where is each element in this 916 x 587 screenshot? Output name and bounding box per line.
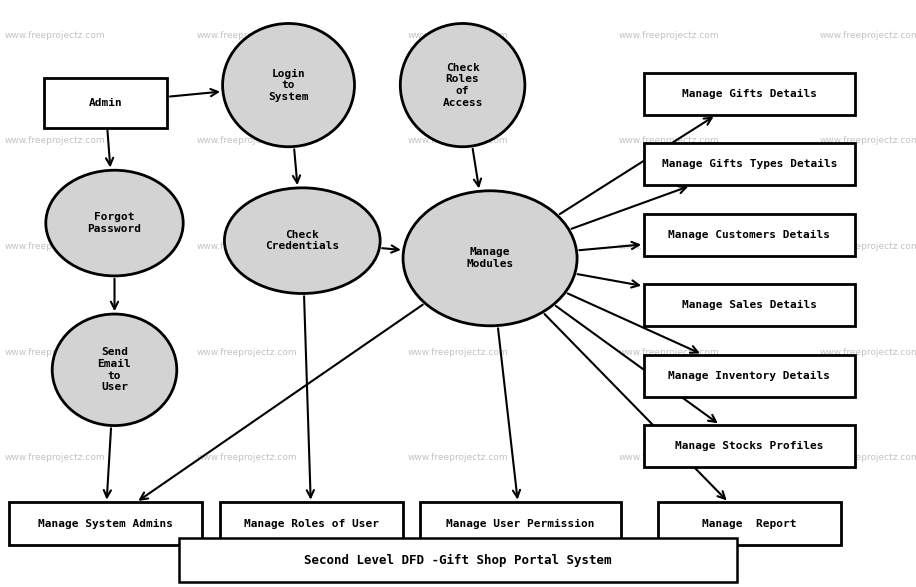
Ellipse shape xyxy=(400,23,525,147)
Text: Second Level DFD -Gift Shop Portal System: Second Level DFD -Gift Shop Portal Syste… xyxy=(304,554,612,566)
FancyBboxPatch shape xyxy=(179,538,737,582)
Text: Login
to
System: Login to System xyxy=(268,69,309,102)
FancyBboxPatch shape xyxy=(220,502,403,545)
FancyBboxPatch shape xyxy=(644,355,855,397)
FancyBboxPatch shape xyxy=(644,143,855,185)
FancyBboxPatch shape xyxy=(9,502,202,545)
Text: www.freeprojectz.com: www.freeprojectz.com xyxy=(618,242,719,251)
Text: Manage
Modules: Manage Modules xyxy=(466,248,514,269)
Text: www.freeprojectz.com: www.freeprojectz.com xyxy=(618,348,719,357)
Ellipse shape xyxy=(46,170,183,276)
Text: www.freeprojectz.com: www.freeprojectz.com xyxy=(197,348,298,357)
Text: www.freeprojectz.com: www.freeprojectz.com xyxy=(5,453,105,463)
Text: www.freeprojectz.com: www.freeprojectz.com xyxy=(197,31,298,40)
Text: www.freeprojectz.com: www.freeprojectz.com xyxy=(820,31,916,40)
Text: Manage System Admins: Manage System Admins xyxy=(38,518,173,529)
Ellipse shape xyxy=(52,314,177,426)
Text: www.freeprojectz.com: www.freeprojectz.com xyxy=(197,136,298,146)
Ellipse shape xyxy=(224,188,380,294)
Text: www.freeprojectz.com: www.freeprojectz.com xyxy=(5,348,105,357)
Text: www.freeprojectz.com: www.freeprojectz.com xyxy=(820,242,916,251)
Text: www.freeprojectz.com: www.freeprojectz.com xyxy=(820,136,916,146)
Text: www.freeprojectz.com: www.freeprojectz.com xyxy=(5,136,105,146)
Text: www.freeprojectz.com: www.freeprojectz.com xyxy=(5,31,105,40)
Text: www.freeprojectz.com: www.freeprojectz.com xyxy=(197,453,298,463)
FancyBboxPatch shape xyxy=(644,73,855,115)
Text: www.freeprojectz.com: www.freeprojectz.com xyxy=(408,348,508,357)
Text: Manage Customers Details: Manage Customers Details xyxy=(669,230,830,240)
Text: www.freeprojectz.com: www.freeprojectz.com xyxy=(408,136,508,146)
Text: Forgot
Password: Forgot Password xyxy=(88,212,141,234)
Text: www.freeprojectz.com: www.freeprojectz.com xyxy=(618,136,719,146)
FancyBboxPatch shape xyxy=(658,502,841,545)
Text: Manage Gifts Details: Manage Gifts Details xyxy=(682,89,817,99)
FancyBboxPatch shape xyxy=(644,284,855,326)
Text: www.freeprojectz.com: www.freeprojectz.com xyxy=(618,453,719,463)
Text: Manage Inventory Details: Manage Inventory Details xyxy=(669,370,830,381)
FancyBboxPatch shape xyxy=(43,78,167,128)
Text: Manage  Report: Manage Report xyxy=(702,518,797,529)
Text: Admin: Admin xyxy=(89,97,122,108)
Ellipse shape xyxy=(223,23,354,147)
Text: www.freeprojectz.com: www.freeprojectz.com xyxy=(408,31,508,40)
Text: Manage Gifts Types Details: Manage Gifts Types Details xyxy=(661,159,837,170)
Text: www.freeprojectz.com: www.freeprojectz.com xyxy=(408,242,508,251)
Text: www.freeprojectz.com: www.freeprojectz.com xyxy=(5,242,105,251)
Text: Manage Stocks Profiles: Manage Stocks Profiles xyxy=(675,441,823,451)
Text: Check
Credentials: Check Credentials xyxy=(265,230,340,251)
FancyBboxPatch shape xyxy=(644,425,855,467)
Ellipse shape xyxy=(403,191,577,326)
Text: Check
Roles
of
Access: Check Roles of Access xyxy=(442,63,483,107)
Text: Manage Sales Details: Manage Sales Details xyxy=(682,300,817,311)
FancyBboxPatch shape xyxy=(420,502,621,545)
Text: www.freeprojectz.com: www.freeprojectz.com xyxy=(408,453,508,463)
Text: www.freeprojectz.com: www.freeprojectz.com xyxy=(820,348,916,357)
FancyBboxPatch shape xyxy=(644,214,855,256)
Text: Send
Email
to
User: Send Email to User xyxy=(98,348,131,392)
Text: www.freeprojectz.com: www.freeprojectz.com xyxy=(820,453,916,463)
Text: Manage User Permission: Manage User Permission xyxy=(446,518,594,529)
Text: Manage Roles of User: Manage Roles of User xyxy=(244,518,379,529)
Text: www.freeprojectz.com: www.freeprojectz.com xyxy=(344,538,572,556)
Text: www.freeprojectz.com: www.freeprojectz.com xyxy=(197,242,298,251)
Text: www.freeprojectz.com: www.freeprojectz.com xyxy=(618,31,719,40)
